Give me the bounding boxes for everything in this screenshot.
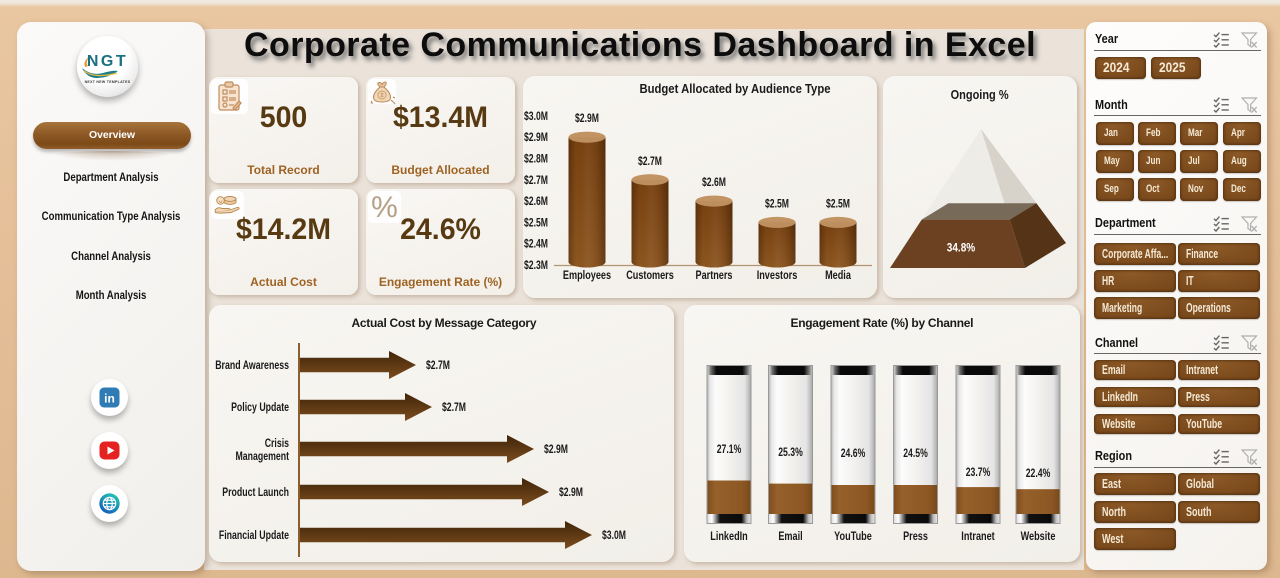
svg-text:Website: Website — [1021, 529, 1056, 543]
svg-text:Budget Allocated by Audience T: Budget Allocated by Audience Type — [639, 82, 830, 96]
svg-text:Media: Media — [825, 268, 851, 282]
svg-text:$2.4M: $2.4M — [524, 237, 548, 251]
svg-text:$2.7M: $2.7M — [638, 154, 662, 168]
svg-text:$2.9M: $2.9M — [524, 130, 548, 144]
svg-text:$2.8M: $2.8M — [524, 152, 548, 166]
svg-text:$2.5M: $2.5M — [765, 196, 789, 210]
svg-text:Press: Press — [903, 529, 928, 543]
svg-text:$3.0M: $3.0M — [524, 109, 548, 123]
svg-text:$2.9M: $2.9M — [559, 485, 583, 499]
svg-text:Investors: Investors — [757, 268, 798, 282]
svg-text:YouTube: YouTube — [834, 529, 872, 543]
svg-text:$2.7M: $2.7M — [442, 400, 466, 414]
svg-text:Engagement Rate (%) by Channel: Engagement Rate (%) by Channel — [791, 316, 974, 330]
svg-text:Brand Awareness: Brand Awareness — [215, 358, 289, 372]
svg-text:$2.9M: $2.9M — [544, 442, 568, 456]
svg-text:Email: Email — [778, 529, 802, 543]
svg-text:24.6%: 24.6% — [841, 446, 866, 460]
svg-text:$2.6M: $2.6M — [702, 175, 726, 189]
svg-text:$2.7M: $2.7M — [426, 358, 450, 372]
svg-text:Actual Cost by Message Categor: Actual Cost by Message Category — [352, 316, 537, 330]
svg-text:Crisis: Crisis — [265, 436, 290, 450]
svg-text:23.7%: 23.7% — [966, 465, 991, 479]
svg-text:Ongoing %: Ongoing % — [951, 87, 1009, 102]
svg-text:25.3%: 25.3% — [778, 445, 803, 459]
svg-text:27.1%: 27.1% — [717, 442, 742, 456]
svg-text:Customers: Customers — [626, 268, 674, 282]
svg-text:Financial Update: Financial Update — [219, 528, 289, 542]
svg-text:$2.6M: $2.6M — [524, 194, 548, 208]
svg-text:LinkedIn: LinkedIn — [710, 529, 748, 543]
svg-text:Product Launch: Product Launch — [222, 485, 289, 499]
svg-text:$2.3M: $2.3M — [524, 258, 548, 272]
svg-text:34.8%: 34.8% — [947, 241, 976, 255]
svg-text:Intranet: Intranet — [961, 529, 994, 543]
svg-text:$2.5M: $2.5M — [524, 215, 548, 229]
svg-text:Policy Update: Policy Update — [231, 400, 289, 414]
svg-text:$2.7M: $2.7M — [524, 173, 548, 187]
svg-text:$2.9M: $2.9M — [575, 111, 599, 125]
svg-text:22.4%: 22.4% — [1026, 466, 1051, 480]
svg-text:$3.0M: $3.0M — [602, 528, 626, 542]
svg-text:Partners: Partners — [696, 268, 733, 282]
svg-text:$2.5M: $2.5M — [826, 196, 850, 210]
svg-text:Management: Management — [236, 449, 290, 463]
svg-text:in: in — [104, 392, 115, 406]
svg-text:24.5%: 24.5% — [903, 446, 928, 460]
svg-text:Employees: Employees — [563, 268, 611, 282]
